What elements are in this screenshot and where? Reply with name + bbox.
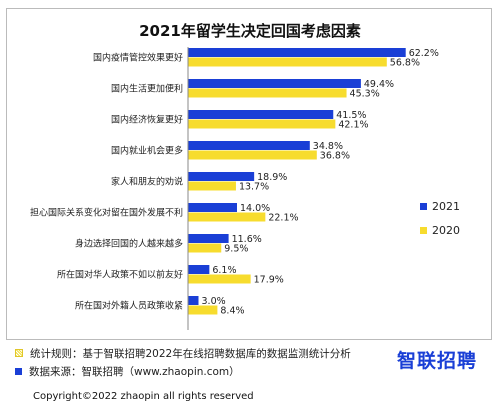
- rule-square-icon: [15, 349, 23, 357]
- value-label-2021: 18.9%: [257, 172, 287, 183]
- value-label-2021: 62.2%: [409, 48, 439, 59]
- category-label: 国内生活更加便利: [111, 83, 183, 95]
- legend-label-2021: 2021: [432, 200, 460, 213]
- bars: [188, 48, 406, 315]
- value-label-2021: 3.0%: [202, 296, 226, 307]
- value-label-2020: 22.1%: [268, 213, 298, 224]
- footer-source: 数据来源：智联招聘（www.zhaopin.com）: [15, 364, 240, 379]
- chart-frame: [6, 8, 492, 340]
- bar-2021: [188, 172, 255, 181]
- legend-swatch-2021: [420, 203, 427, 210]
- category-label: 身边选择回国的人越来越多: [75, 238, 183, 250]
- value-label-2021: 41.5%: [336, 110, 366, 121]
- value-label-2020: 8.4%: [220, 306, 244, 317]
- copyright: Copyright©2022 zhaopin all rights reserv…: [33, 391, 254, 402]
- category-labels: 国内疫情管控效果更好国内生活更加便利国内经济恢复更好国内就业机会更多家人和朋友的…: [30, 52, 183, 312]
- legend: 2021 2020: [420, 200, 460, 237]
- category-label: 国内疫情管控效果更好: [93, 52, 183, 64]
- footer-rule: 统计规则：基于智联招聘2022年在线招聘数据库的数据监测统计分析: [15, 346, 351, 361]
- value-label-2021: 49.4%: [364, 79, 394, 90]
- bar-2021: [188, 79, 361, 88]
- bar-2021: [188, 48, 406, 57]
- bar-2021: [188, 234, 229, 243]
- zhaopin-logo: 智联招聘: [397, 350, 478, 372]
- bar-2020: [188, 243, 222, 253]
- category-label: 担心国际关系变化对留在国外发展不利: [30, 207, 183, 219]
- footer-rule-text: 统计规则：基于智联招聘2022年在线招聘数据库的数据监测统计分析: [30, 348, 351, 360]
- bar-2020: [188, 181, 236, 191]
- value-label-2020: 13.7%: [239, 182, 269, 193]
- category-label: 家人和朋友的劝说: [111, 176, 183, 188]
- category-label: 国内就业机会更多: [111, 145, 183, 157]
- category-label: 所在国对外籍人员政策收紧: [75, 300, 183, 312]
- legend-label-2020: 2020: [432, 224, 460, 237]
- value-label-2020: 9.5%: [224, 244, 248, 255]
- footer-source-text: 数据来源：智联招聘（www.zhaopin.com）: [29, 366, 240, 378]
- bar-2021: [188, 265, 210, 274]
- bar-2020: [188, 274, 251, 284]
- value-label-2021: 6.1%: [212, 265, 236, 276]
- value-labels: 62.2%56.8% 49.4%45.3% 41.5%42.1% 34.8%36.8%…: [202, 48, 439, 317]
- value-label-2020: 56.8%: [390, 58, 420, 69]
- legend-swatch-2020: [420, 227, 427, 234]
- bar-2020: [188, 119, 336, 129]
- value-label-2020: 17.9%: [254, 275, 284, 286]
- bar-2020: [188, 305, 218, 315]
- chart-title: 2021年留学生决定回国考虑因素: [139, 22, 361, 40]
- bar-2020: [188, 150, 317, 160]
- value-label-2020: 45.3%: [350, 89, 380, 100]
- source-square-icon: [15, 368, 22, 375]
- bar-2021: [188, 110, 334, 119]
- category-label: 国内经济恢复更好: [111, 114, 183, 126]
- value-label-2021: 11.6%: [232, 234, 262, 245]
- bar-2020: [188, 88, 347, 98]
- bar-2021: [188, 141, 310, 150]
- value-label-2020: 42.1%: [338, 120, 368, 131]
- value-label-2021: 34.8%: [313, 141, 343, 152]
- category-label: 所在国对华人政策不如以前友好: [57, 269, 183, 281]
- bar-2021: [188, 203, 237, 212]
- bar-2020: [188, 212, 266, 222]
- value-label-2021: 14.0%: [240, 203, 270, 214]
- bar-chart: 2021年留学生决定回国考虑因素 国内疫情管控效果更好国内生活更加便利国内经济恢…: [30, 22, 460, 330]
- bar-2020: [188, 57, 387, 67]
- value-label-2020: 36.8%: [320, 151, 350, 162]
- bar-2021: [188, 296, 199, 305]
